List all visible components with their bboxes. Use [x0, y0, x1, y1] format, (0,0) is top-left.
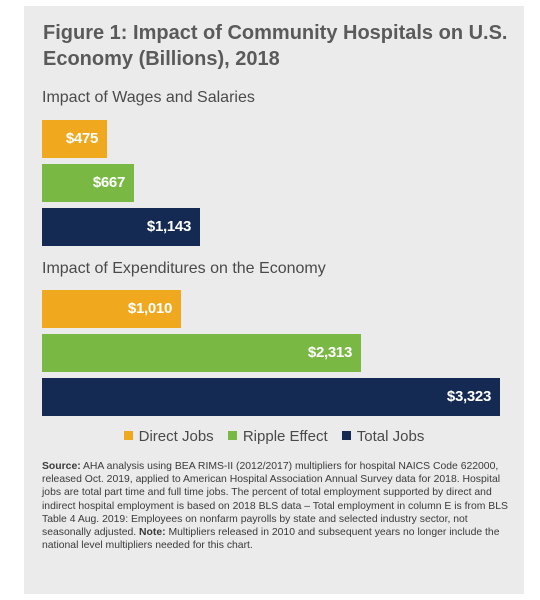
legend-swatch-direct-jobs — [123, 431, 133, 440]
legend: Direct Jobs Ripple Effect Total Jobs — [24, 428, 524, 445]
bar-wages-total-jobs: $1,143 — [42, 208, 200, 246]
group-label-wages: Impact of Wages and Salaries — [42, 89, 255, 106]
bar-wages-ripple-effect: $667 — [42, 164, 134, 202]
bar-value-label: $1,143 — [146, 218, 191, 235]
note-label: Note: — [139, 527, 166, 539]
source-label: Source: — [42, 461, 81, 472]
legend-label-ripple-effect: Ripple Effect — [242, 428, 328, 445]
group-label-expenditures: Impact of Expenditures on the Economy — [42, 260, 326, 277]
figure-panel: Figure 1: Impact of Community Hospitals … — [24, 6, 524, 594]
source-note: Source: AHA analysis using BEA RIMS-II (… — [42, 460, 512, 552]
chart-title: Figure 1: Impact of Community Hospitals … — [43, 22, 508, 70]
bar-value-label: $1,010 — [127, 300, 172, 317]
legend-swatch-total-jobs — [341, 431, 351, 440]
legend-item-ripple-effect: Ripple Effect — [227, 428, 328, 445]
bar-value-label: $2,313 — [307, 344, 352, 361]
note-text: Multipliers released in 2010 and subsequ… — [42, 527, 500, 552]
legend-item-total-jobs: Total Jobs — [341, 428, 425, 445]
legend-label-direct-jobs: Direct Jobs — [138, 428, 214, 445]
legend-item-direct-jobs: Direct Jobs — [123, 428, 214, 445]
bar-value-label: $475 — [65, 130, 98, 147]
bar-expenditures-ripple-effect: $2,313 — [42, 334, 361, 372]
bar-value-label: $667 — [92, 174, 125, 191]
bar-wages-direct-jobs: $475 — [42, 120, 107, 158]
bar-expenditures-direct-jobs: $1,010 — [42, 290, 181, 328]
bar-value-label: $3,323 — [446, 388, 491, 405]
source-text: AHA analysis using BEA RIMS-II (2012/201… — [42, 461, 508, 539]
bar-expenditures-total-jobs: $3,323 — [42, 378, 500, 416]
legend-label-total-jobs: Total Jobs — [356, 428, 425, 445]
legend-swatch-ripple-effect — [227, 431, 237, 440]
